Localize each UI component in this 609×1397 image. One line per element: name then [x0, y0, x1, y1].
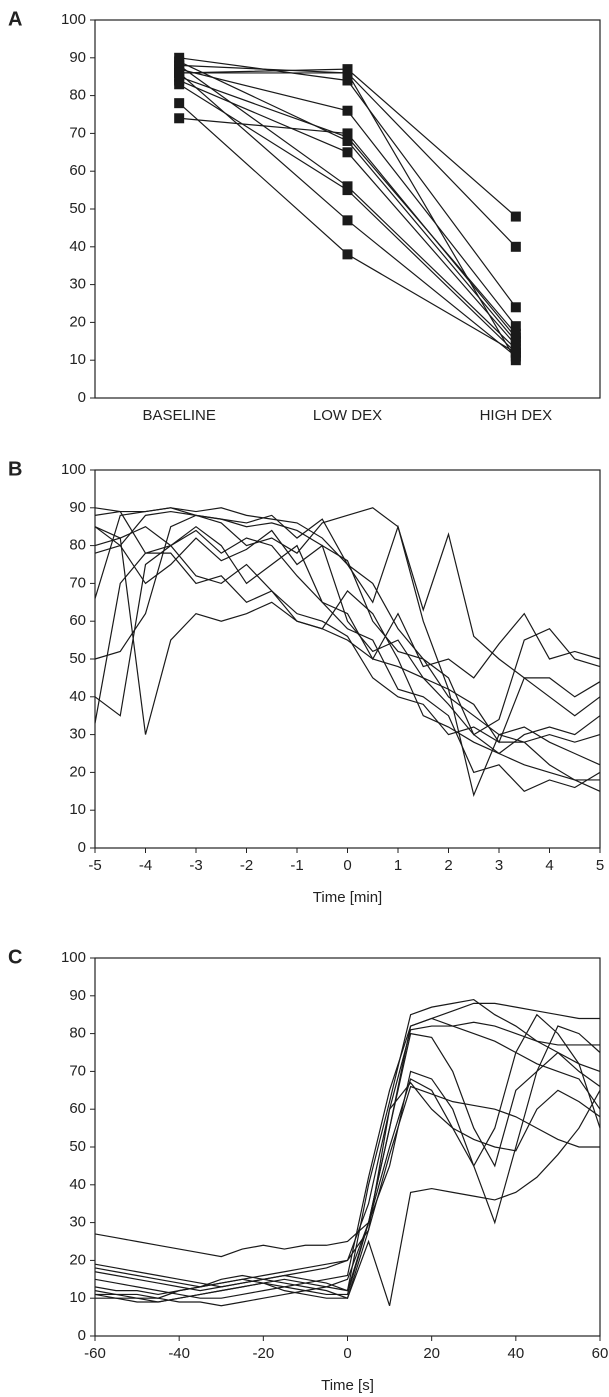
y-tick-label: 50: [69, 650, 86, 667]
y-tick-label: 90: [69, 499, 86, 516]
y-tick-label: 100: [61, 461, 86, 478]
x-tick-label: -20: [252, 1345, 274, 1362]
y-tick-label: 30: [69, 276, 86, 293]
series-line: [94, 1032, 601, 1296]
x-tick-label: 4: [545, 857, 553, 874]
data-marker: [174, 113, 185, 124]
x-axis-label: Time [min]: [313, 889, 382, 906]
y-tick-label: 60: [69, 162, 86, 179]
series-line: [178, 79, 517, 346]
series-line: [94, 1017, 601, 1299]
series-line: [94, 526, 601, 679]
data-marker: [174, 98, 185, 109]
x-tick-label: 0: [343, 857, 351, 874]
y-tick-label: 30: [69, 1214, 86, 1231]
series-line: [94, 1002, 600, 1258]
data-marker: [342, 128, 353, 139]
data-marker: [510, 211, 521, 222]
y-tick-label: 0: [78, 839, 86, 856]
y-tick-label: 60: [69, 612, 86, 629]
x-tick-label: -3: [189, 857, 202, 874]
y-tick-label: 80: [69, 537, 86, 554]
x-tick-label: -2: [240, 857, 253, 874]
y-tick-label: 30: [69, 726, 86, 743]
x-tick-label: 1: [394, 857, 402, 874]
series-line: [95, 1013, 601, 1307]
data-marker: [342, 67, 353, 78]
series-line: [94, 552, 601, 755]
series-line: [94, 507, 601, 743]
panel-label: B: [8, 458, 22, 480]
y-tick-label: 70: [69, 574, 86, 591]
x-tick-label: 3: [495, 857, 503, 874]
y-tick-label: 20: [69, 313, 86, 330]
data-marker: [510, 332, 521, 343]
y-tick-label: 40: [69, 688, 86, 705]
x-tick-label: 20: [423, 1345, 440, 1362]
data-marker: [342, 105, 353, 116]
series-line: [94, 537, 601, 792]
x-tick-label: -40: [168, 1345, 190, 1362]
y-tick-label: 40: [69, 1176, 86, 1193]
x-tick-label: 40: [507, 1345, 524, 1362]
y-tick-label: 80: [69, 87, 86, 104]
x-tick-label: -1: [290, 857, 303, 874]
data-marker: [510, 321, 521, 332]
y-tick-label: 10: [69, 1289, 86, 1306]
y-tick-label: 20: [69, 763, 86, 780]
series-line: [94, 507, 601, 793]
y-tick-label: 100: [61, 11, 86, 28]
x-tick-label: 60: [592, 1345, 609, 1362]
y-tick-label: 40: [69, 238, 86, 255]
data-marker: [174, 79, 185, 90]
data-marker: [342, 185, 353, 196]
y-tick-label: 10: [69, 801, 86, 818]
y-tick-label: 50: [69, 200, 86, 217]
data-marker: [510, 241, 521, 252]
y-tick-label: 70: [69, 124, 86, 141]
y-tick-label: 10: [69, 351, 86, 368]
x-tick-label: -4: [139, 857, 152, 874]
data-marker: [342, 249, 353, 260]
y-tick-label: 60: [69, 1100, 86, 1117]
y-tick-label: 0: [78, 1327, 86, 1344]
data-marker: [174, 60, 185, 71]
y-tick-label: 70: [69, 1062, 86, 1079]
data-marker: [174, 67, 185, 78]
y-tick-label: 50: [69, 1138, 86, 1155]
data-marker: [342, 75, 353, 86]
data-marker: [342, 215, 353, 226]
series-line: [94, 1085, 600, 1288]
x-tick-label: -60: [84, 1345, 106, 1362]
data-marker: [510, 302, 521, 313]
series-line: [94, 507, 601, 798]
y-tick-label: 90: [69, 987, 86, 1004]
y-tick-label: 20: [69, 1251, 86, 1268]
x-tick-label: 5: [596, 857, 604, 874]
y-tick-label: 100: [61, 949, 86, 966]
data-marker: [342, 135, 353, 146]
series-line: [94, 510, 601, 698]
y-tick-label: 80: [69, 1025, 86, 1042]
x-tick-label: 2: [444, 857, 452, 874]
data-marker: [510, 347, 521, 358]
series-line: [94, 544, 600, 781]
x-tick-label: HIGH DEX: [480, 407, 553, 424]
panel-label: A: [8, 8, 22, 30]
series-line: [94, 1081, 601, 1303]
x-tick-label: LOW DEX: [313, 407, 382, 424]
x-tick-label: 0: [343, 1345, 351, 1362]
x-axis-label: Time [s]: [321, 1377, 374, 1394]
y-tick-label: 0: [78, 389, 86, 406]
x-tick-label: -5: [88, 857, 101, 874]
x-tick-label: BASELINE: [142, 407, 215, 424]
y-tick-label: 90: [69, 49, 86, 66]
panel-label: C: [8, 946, 22, 968]
data-marker: [342, 147, 353, 158]
data-marker: [510, 355, 521, 366]
